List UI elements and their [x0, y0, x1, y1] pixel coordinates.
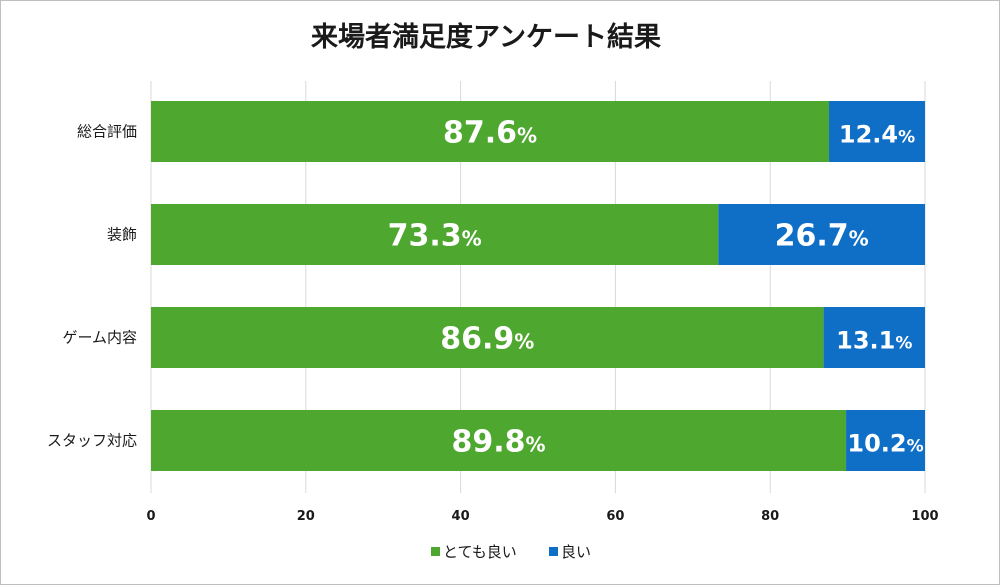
category-label: ゲーム内容	[62, 329, 137, 347]
data-label: 87.6%	[443, 116, 537, 151]
data-label: 86.9%	[440, 322, 534, 357]
chart-title: 来場者満足度アンケート結果	[311, 21, 661, 53]
bar-segment	[151, 307, 824, 368]
data-label: 13.1%	[836, 327, 912, 355]
legend: とても良い 良い	[431, 543, 591, 561]
legend-label: とても良い	[443, 543, 517, 561]
legend-label: 良い	[561, 543, 591, 561]
legend-swatch	[431, 547, 440, 556]
x-tick-label: 0	[146, 509, 155, 524]
bar-segment	[718, 204, 925, 265]
bars-layer	[151, 101, 925, 471]
legend-swatch	[549, 547, 558, 556]
data-label: 10.2%	[847, 430, 923, 458]
bar-segment	[823, 307, 925, 368]
data-label: 12.4%	[839, 121, 915, 149]
bar-segment	[846, 410, 925, 471]
labels-layer: 87.6% 12.4% 73.3% 26.7% 86.9% 13.1% 89.8% 10.2%	[388, 116, 924, 460]
data-label: 73.3%	[388, 219, 482, 254]
bar-segment	[151, 101, 830, 162]
bar-segment	[829, 101, 925, 162]
category-label: 総合評価	[77, 123, 137, 141]
data-label: 26.7%	[775, 219, 869, 254]
category-label: スタッフ対応	[47, 432, 137, 450]
x-tick-label: 60	[606, 509, 624, 524]
data-label: 89.8%	[451, 425, 545, 460]
x-tick-label: 40	[452, 509, 470, 524]
category-label: 装飾	[107, 226, 137, 244]
x-tick-label: 80	[761, 509, 779, 524]
bar-segment	[151, 410, 847, 471]
x-tick-label: 20	[297, 509, 315, 524]
bar-segment	[151, 204, 719, 265]
x-tick-label: 100	[911, 509, 938, 524]
